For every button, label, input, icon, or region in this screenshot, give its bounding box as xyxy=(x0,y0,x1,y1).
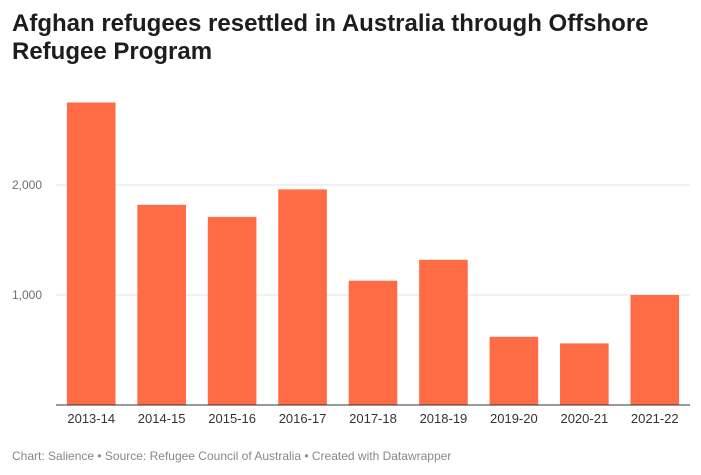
x-tick-label: 2015-16 xyxy=(208,411,256,426)
x-tick-label: 2014-15 xyxy=(138,411,186,426)
x-tick-label: 2013-14 xyxy=(67,411,115,426)
chart-footer: Chart: Salience • Source: Refugee Counci… xyxy=(12,449,452,463)
bar-2015-16 xyxy=(207,216,257,405)
x-tick-label: 2021-22 xyxy=(631,411,679,426)
bar-2017-18 xyxy=(348,280,398,405)
bar-2021-22 xyxy=(630,295,680,405)
bars xyxy=(66,102,680,405)
y-tick-label: 2,000 xyxy=(12,178,42,192)
bar-2019-20 xyxy=(489,336,539,405)
bar-2018-19 xyxy=(419,259,468,405)
x-tick-label: 2019-20 xyxy=(490,411,538,426)
x-tick-label: 2016-17 xyxy=(279,411,327,426)
x-tick-labels: 2013-14 2014-15 2015-16 2016-17 2017-18 2018-… xyxy=(67,411,678,426)
chart-title: Afghan refugees resettled in Australia t… xyxy=(12,10,649,65)
x-tick-label: 2017-18 xyxy=(349,411,397,426)
bar-2014-15 xyxy=(137,204,186,405)
x-tick-label: 2018-19 xyxy=(420,411,468,426)
y-tick-label: 1,000 xyxy=(12,288,42,302)
bar-2020-21 xyxy=(560,343,609,405)
x-tick-label: 2020-21 xyxy=(560,411,608,426)
bar-2016-17 xyxy=(278,189,327,405)
bar-2013-14 xyxy=(66,102,116,405)
